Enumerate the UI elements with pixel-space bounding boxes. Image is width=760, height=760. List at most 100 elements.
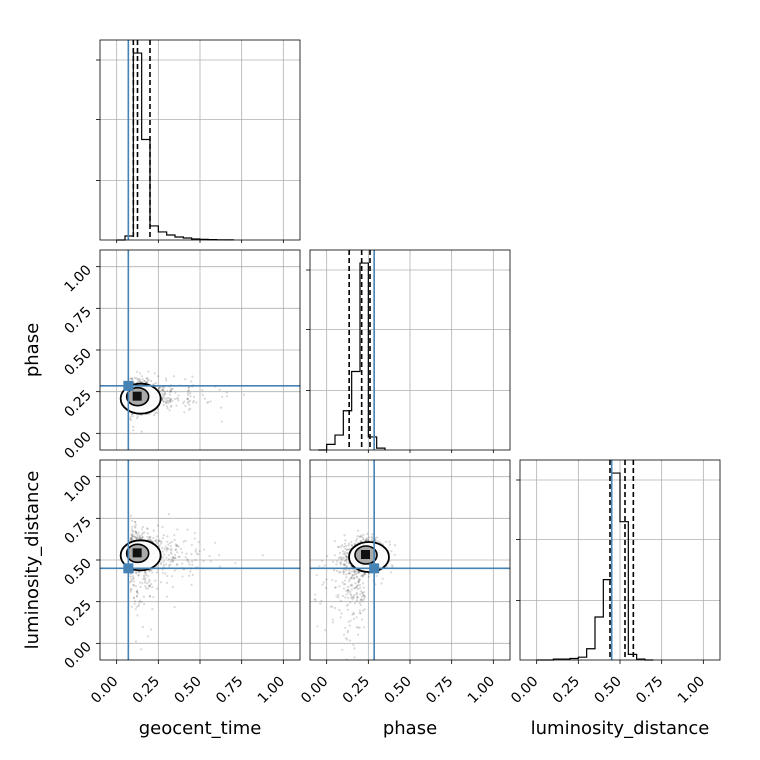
scatter-point [337, 545, 340, 549]
y-tick-label: 1.00 [61, 472, 94, 505]
scatter-point [385, 540, 388, 543]
scatter-point [132, 597, 136, 600]
scatter-point [162, 563, 165, 566]
scatter-point [178, 555, 181, 558]
scatter-point [315, 574, 318, 577]
scatter-point [169, 388, 172, 391]
scatter-point [166, 535, 169, 538]
scatter-point [146, 535, 149, 539]
scatter-point [156, 524, 159, 527]
scatter-point [342, 572, 345, 575]
scatter-point [355, 595, 359, 598]
scatter-point [142, 577, 145, 581]
scatter-point [134, 536, 137, 539]
scatter-point [360, 575, 363, 578]
scatter-point [342, 545, 346, 549]
scatter-point [165, 379, 168, 382]
scatter-point [361, 575, 365, 578]
scatter-point [192, 395, 196, 398]
scatter-point [349, 619, 352, 622]
scatter-point [134, 530, 137, 533]
scatter-point [342, 569, 345, 572]
x-axis-title-geocent-time: geocent_time [139, 718, 262, 739]
scatter-point [147, 538, 150, 541]
histogram-luminosity_distance [536, 472, 654, 661]
scatter-point [163, 390, 166, 394]
scatter-point [327, 672, 329, 674]
scatter-point [171, 560, 175, 563]
scatter-point [163, 553, 166, 556]
scatter-point [350, 544, 354, 548]
scatter-point [184, 556, 187, 559]
scatter-point [197, 540, 200, 544]
scatter-point [360, 598, 363, 601]
scatter-point [174, 391, 177, 394]
scatter-point [162, 534, 165, 537]
scatter-point [347, 542, 351, 545]
scatter-point [350, 540, 353, 544]
scatter-point [343, 559, 347, 563]
scatter-point [188, 574, 191, 577]
scatter-point [176, 528, 179, 531]
scatter-point [175, 544, 178, 547]
density-peak [361, 550, 370, 559]
scatter-point [134, 585, 137, 588]
scatter-point [170, 552, 173, 555]
scatter-point [169, 560, 172, 563]
scatter-point [361, 582, 365, 585]
scatter-point [145, 573, 148, 576]
scatter-point [149, 539, 153, 542]
scatter-point [135, 590, 139, 594]
scatter-point [172, 375, 176, 378]
scatter-point [353, 577, 356, 580]
scatter-point [390, 564, 394, 567]
scatter-point [219, 406, 223, 409]
scatter-point [184, 378, 187, 381]
scatter-point [181, 575, 184, 578]
scatter-point [349, 596, 353, 599]
scatter-point [352, 612, 355, 616]
scatter-point [132, 530, 135, 533]
scatter-point [167, 554, 170, 557]
panel-2d-geocent_time-luminosity_distance [99, 459, 301, 661]
scatter-point [135, 532, 138, 535]
scatter-point [190, 583, 193, 586]
scatter-point [168, 541, 172, 545]
scatter-point [135, 376, 138, 380]
scatter-point [318, 565, 321, 568]
scatter-point [143, 379, 147, 383]
scatter-point [339, 555, 342, 559]
scatter-point [161, 537, 164, 540]
scatter-point [355, 537, 359, 541]
scatter-point [346, 608, 349, 611]
scatter-point [319, 602, 322, 605]
scatter-point [359, 534, 363, 537]
scatter-point [137, 378, 140, 381]
scatter-point [169, 551, 173, 554]
scatter-point [344, 637, 348, 640]
scatter-point [174, 548, 177, 552]
scatter-point [138, 378, 141, 381]
scatter-point [340, 612, 343, 615]
scatter-point [389, 571, 393, 574]
scatter-point [355, 626, 359, 629]
scatter-point [350, 570, 353, 573]
scatter-point [138, 536, 141, 539]
x-tick-label: 0.25 [550, 674, 583, 707]
scatter-point [354, 572, 357, 575]
scatter-point [187, 386, 191, 389]
scatter-point [137, 574, 140, 577]
scatter-point [131, 530, 134, 533]
scatter-point [135, 594, 138, 597]
scatter-point [162, 386, 166, 389]
scatter-point [314, 599, 317, 602]
scatter-point [331, 605, 334, 608]
scatter-point [135, 417, 139, 420]
scatter-point [136, 614, 139, 617]
scatter-point [352, 611, 355, 615]
scatter-point [324, 629, 327, 632]
x-tick-label: 0.75 [423, 674, 456, 707]
scatter-point [135, 571, 138, 574]
scatter-point [140, 430, 143, 433]
scatter-point [190, 380, 193, 383]
